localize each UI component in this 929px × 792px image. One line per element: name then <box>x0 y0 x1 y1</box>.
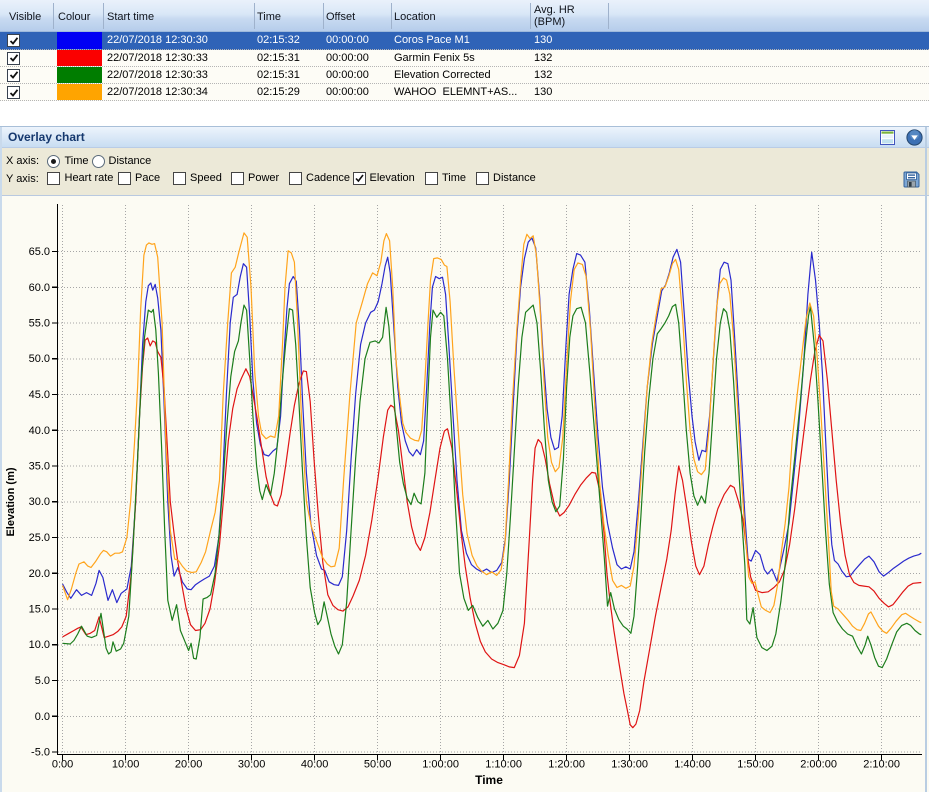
svg-text:0:00: 0:00 <box>52 759 73 771</box>
svg-text:45.0: 45.0 <box>29 389 50 401</box>
svg-text:35.0: 35.0 <box>29 461 50 473</box>
svg-text:20.0: 20.0 <box>29 568 50 580</box>
svg-text:Elevation (m): Elevation (m) <box>5 467 17 536</box>
svg-text:2:10:00: 2:10:00 <box>863 759 900 771</box>
svg-text:1:20:00: 1:20:00 <box>548 759 585 771</box>
svg-text:-5.0: -5.0 <box>31 747 50 759</box>
svg-text:10.0: 10.0 <box>29 639 50 651</box>
svg-text:40.0: 40.0 <box>29 425 50 437</box>
svg-text:60.0: 60.0 <box>29 282 50 294</box>
svg-text:30.0: 30.0 <box>29 496 50 508</box>
svg-text:2:00:00: 2:00:00 <box>800 759 837 771</box>
svg-text:1:00:00: 1:00:00 <box>422 759 459 771</box>
svg-text:50.0: 50.0 <box>29 353 50 365</box>
svg-text:1:50:00: 1:50:00 <box>737 759 774 771</box>
svg-text:20:00: 20:00 <box>175 759 203 771</box>
svg-text:10:00: 10:00 <box>112 759 140 771</box>
svg-text:0.0: 0.0 <box>35 711 50 723</box>
svg-text:30:00: 30:00 <box>238 759 266 771</box>
svg-text:1:10:00: 1:10:00 <box>485 759 522 771</box>
svg-text:40:00: 40:00 <box>301 759 329 771</box>
svg-text:Time: Time <box>475 773 503 787</box>
svg-text:15.0: 15.0 <box>29 604 50 616</box>
svg-text:5.0: 5.0 <box>35 675 50 687</box>
svg-text:1:30:00: 1:30:00 <box>611 759 648 771</box>
svg-text:55.0: 55.0 <box>29 318 50 330</box>
svg-text:1:40:00: 1:40:00 <box>674 759 711 771</box>
svg-text:65.0: 65.0 <box>29 246 50 258</box>
svg-text:25.0: 25.0 <box>29 532 50 544</box>
svg-text:50:00: 50:00 <box>364 759 392 771</box>
